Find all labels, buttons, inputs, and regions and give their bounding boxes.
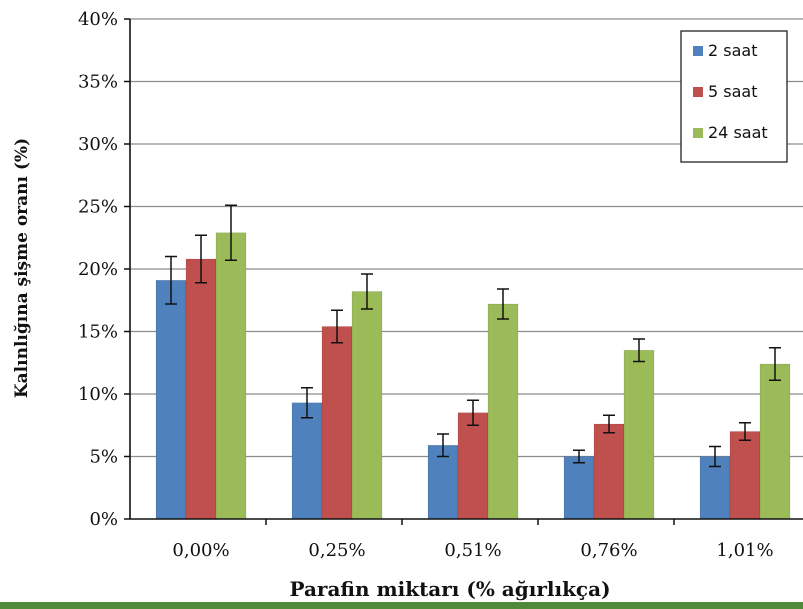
bar [487,303,519,520]
x-tick-label: 0,00% [172,540,229,561]
y-tick-label: 5% [89,447,118,468]
bar [623,349,655,520]
legend-label: 24 saat [708,123,768,142]
legend: 2 saat 5 saat 24 saat [680,30,788,163]
bar [729,431,761,520]
y-tick-label: 15% [78,322,118,343]
bar [321,326,353,520]
bar [185,258,217,520]
bar [759,363,791,520]
x-tick-label: 1,01% [716,540,773,561]
bar [593,423,625,520]
y-tick-label: 40% [78,9,118,30]
y-tick-label: 30% [78,134,118,155]
y-tick-label: 10% [78,384,118,405]
x-tick-label: 0,76% [580,540,637,561]
bars [155,232,791,520]
bar [291,402,323,520]
bar [563,456,595,520]
bar [427,444,459,520]
x-axis-title: Parafin miktarı (% ağırlıkça) [289,577,610,601]
error-bars [165,204,781,468]
x-tick-label: 0,25% [308,540,365,561]
y-tick-label: 25% [78,197,118,218]
legend-swatch [693,87,703,97]
y-tick-label: 35% [78,72,118,93]
y-tick-label: 0% [89,509,118,530]
legend-swatch [693,128,703,138]
legend-swatch [693,46,703,56]
legend-label: 2 saat [708,41,757,60]
bar [457,412,489,520]
bar [155,279,187,520]
legend-label: 5 saat [708,82,757,101]
bar [351,291,383,520]
x-tick-label: 0,51% [444,540,501,561]
y-axis-title: Kalınlığına şişme oranı (%) [12,138,32,398]
y-tick-label: 20% [78,259,118,280]
bar [215,232,247,520]
bottom-border-strip [0,602,803,609]
y-tick-labels: 0% 5% 10% 15% 20% 25% 30% 35% 40% [78,9,118,530]
axes [124,18,803,525]
x-tick-labels: 0,00% 0,25% 0,51% 0,76% 1,01% [172,540,773,561]
